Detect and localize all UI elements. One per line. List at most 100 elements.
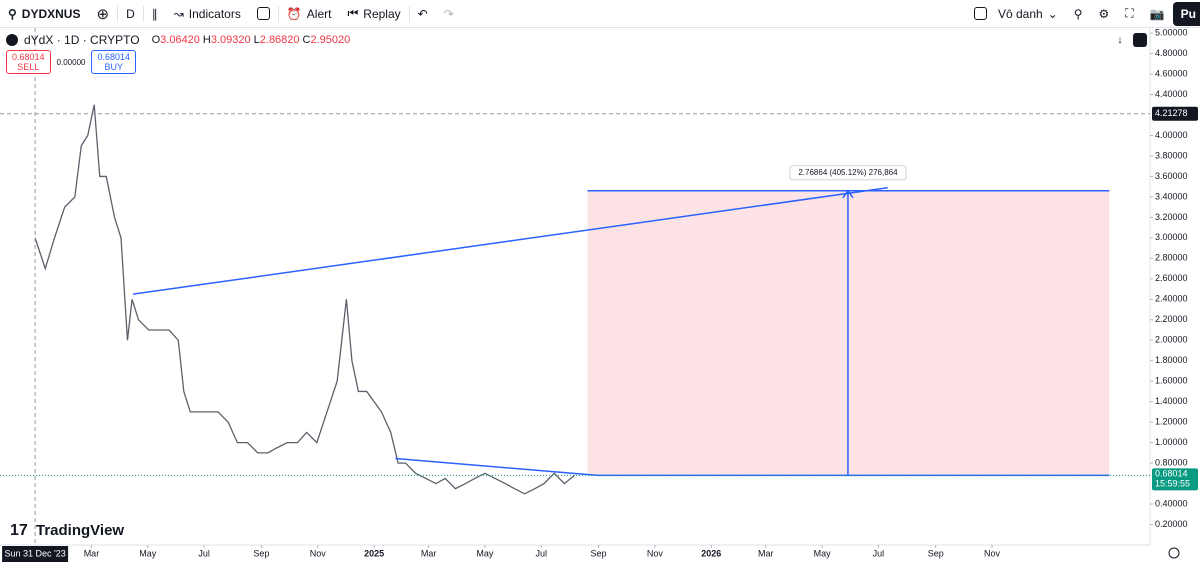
crosshair-price-tag	[1152, 106, 1198, 121]
y-tick-label: 2.60000	[1155, 273, 1188, 283]
y-tick-label: 0.20000	[1155, 519, 1188, 529]
x-tick-label: 2025	[364, 548, 384, 558]
sell-price: 0.68014	[12, 52, 45, 62]
symbol: DYDXNUS	[21, 6, 81, 21]
y-tick-label: 2.40000	[1155, 294, 1188, 304]
candle-icon: ∥	[151, 6, 158, 21]
y-tick-label: 1.20000	[1155, 417, 1188, 427]
countdown: 15:59:55	[1155, 479, 1190, 489]
x-tick-label: May	[139, 548, 157, 558]
compare-button[interactable]: ⊕	[88, 0, 117, 28]
x-tick-label: May	[814, 548, 832, 558]
y-tick-label: 3.00000	[1155, 232, 1188, 242]
x-tick-label: Sep	[591, 548, 607, 558]
indicator-icon: ↝	[173, 6, 184, 21]
redo-button[interactable]: ↷	[436, 0, 462, 28]
ohlc-value: 3.06420	[160, 34, 200, 46]
last-price-tag	[1152, 468, 1198, 491]
y-tick-label: 4.60000	[1155, 68, 1188, 78]
axis-settings-icon[interactable]	[1168, 547, 1180, 559]
y-tick-label: 3.20000	[1155, 212, 1188, 222]
legend: dYdX · 1D · CRYPTO O3.06420 H3.09320 L2.86…	[6, 33, 353, 74]
sell-button[interactable]: 0.68014 SELL	[6, 50, 51, 74]
panel-toggle[interactable]	[1133, 33, 1147, 47]
ohlc: O3.06420 H3.09320 L2.86820 C2.95020	[152, 34, 354, 46]
x-tick-label: May	[476, 548, 494, 558]
chart: 2.76864 (405.12%) 276,864 5.00000 4.80000…	[0, 28, 1200, 563]
support-trendline	[395, 457, 598, 477]
interval-button[interactable]: D	[118, 0, 143, 28]
y-tick-label: 3.60000	[1155, 171, 1188, 181]
undo-icon: ↶	[417, 6, 428, 21]
y-tick-label: 3.80000	[1155, 150, 1188, 160]
ohlc-label: C	[302, 34, 311, 46]
templates-button[interactable]	[249, 0, 278, 28]
y-tick-label: 5.00000	[1155, 28, 1188, 37]
chevron: ⌄	[1047, 6, 1058, 21]
plus-icon: ⊕	[96, 5, 110, 23]
y-tick-label: 3.40000	[1155, 191, 1188, 201]
redo-icon: ↷	[443, 6, 454, 21]
y-tick-label: 0.40000	[1155, 498, 1188, 508]
last-price: 0.68014	[1155, 469, 1188, 479]
replay-label: Replay	[363, 6, 401, 21]
measure-label-box	[789, 165, 907, 181]
x-tick-label: Jul	[536, 548, 548, 558]
x-tick-label: Sep	[928, 548, 944, 558]
ohlc-label: H	[202, 34, 211, 46]
fullscreen-button[interactable]: ⛶	[1117, 0, 1141, 28]
x-tick-label: 2026	[701, 548, 721, 558]
price-line	[34, 104, 575, 495]
quick-search-button[interactable]: ⚲	[1066, 0, 1091, 28]
alert-icon: ⏰	[286, 6, 302, 21]
legend-title: dYdX · 1D · CRYPTO	[24, 33, 140, 47]
y-tick-label: 1.60000	[1155, 376, 1188, 386]
ohlc-label: O	[151, 34, 161, 46]
publish-button[interactable]: Pu	[1172, 1, 1200, 26]
spread: 0.00000	[56, 57, 86, 67]
x-tick-label: Sep	[253, 548, 269, 558]
y-tick-label: 4.00000	[1155, 130, 1188, 140]
indicators-button[interactable]: ↝ Indicators	[166, 0, 249, 28]
chart-type-button[interactable]: ∥	[144, 0, 166, 28]
y-tick-label: 4.40000	[1155, 89, 1188, 99]
y-tick-label: 2.20000	[1155, 314, 1188, 324]
ohlc-value: 2.95020	[310, 34, 351, 46]
ohlc-value: 2.86820	[259, 34, 300, 46]
arrow-head	[842, 189, 854, 199]
templates-icon	[256, 7, 270, 20]
separator	[142, 5, 144, 22]
fullscreen-icon: ⛶	[1125, 6, 1134, 20]
quick-search-icon: ⚲	[1073, 6, 1083, 21]
sell-label: SELL	[17, 62, 40, 72]
layout-button[interactable]: Vô danh ⌄	[966, 0, 1066, 28]
undo-button[interactable]: ↶	[410, 0, 436, 28]
indicators-label: Indicators	[188, 6, 241, 21]
replay-button[interactable]: ⏮ Replay	[339, 0, 408, 28]
x-tick-label: Nov	[310, 548, 327, 558]
separator	[408, 5, 410, 22]
search-icon: ⚲	[8, 6, 17, 21]
buy-price: 0.68014	[97, 52, 131, 62]
ohlc-label: L	[253, 34, 260, 46]
settings-icon: ⚙	[1098, 6, 1110, 21]
settings-button[interactable]: ⚙	[1091, 0, 1118, 28]
crosshair-date-tag	[2, 546, 69, 562]
ohlc-value: 3.09320	[210, 34, 251, 46]
scroll-down-icon[interactable]: ↓	[1117, 34, 1123, 46]
y-tick-label: 1.00000	[1155, 437, 1188, 447]
alert-button[interactable]: ⏰ Alert	[279, 0, 340, 28]
snapshot-button[interactable]: 📷	[1142, 0, 1173, 28]
separator	[277, 5, 279, 22]
y-tick-label: 4.80000	[1155, 48, 1188, 58]
resistance-trendline	[132, 186, 888, 295]
layout-name: Vô danh	[997, 6, 1043, 21]
camera-icon: 📷	[1149, 6, 1165, 21]
x-tick-label: Nov	[647, 548, 664, 558]
x-tick-label: Mar	[421, 548, 437, 558]
symbol-search[interactable]: ⚲ DYDXNUS	[0, 0, 88, 28]
buy-button[interactable]: 0.68014 BUY	[91, 50, 137, 74]
replay-icon: ⏮	[347, 6, 359, 20]
x-tick-label: Mar	[758, 548, 774, 558]
x-tick-label: Jul	[198, 548, 210, 558]
